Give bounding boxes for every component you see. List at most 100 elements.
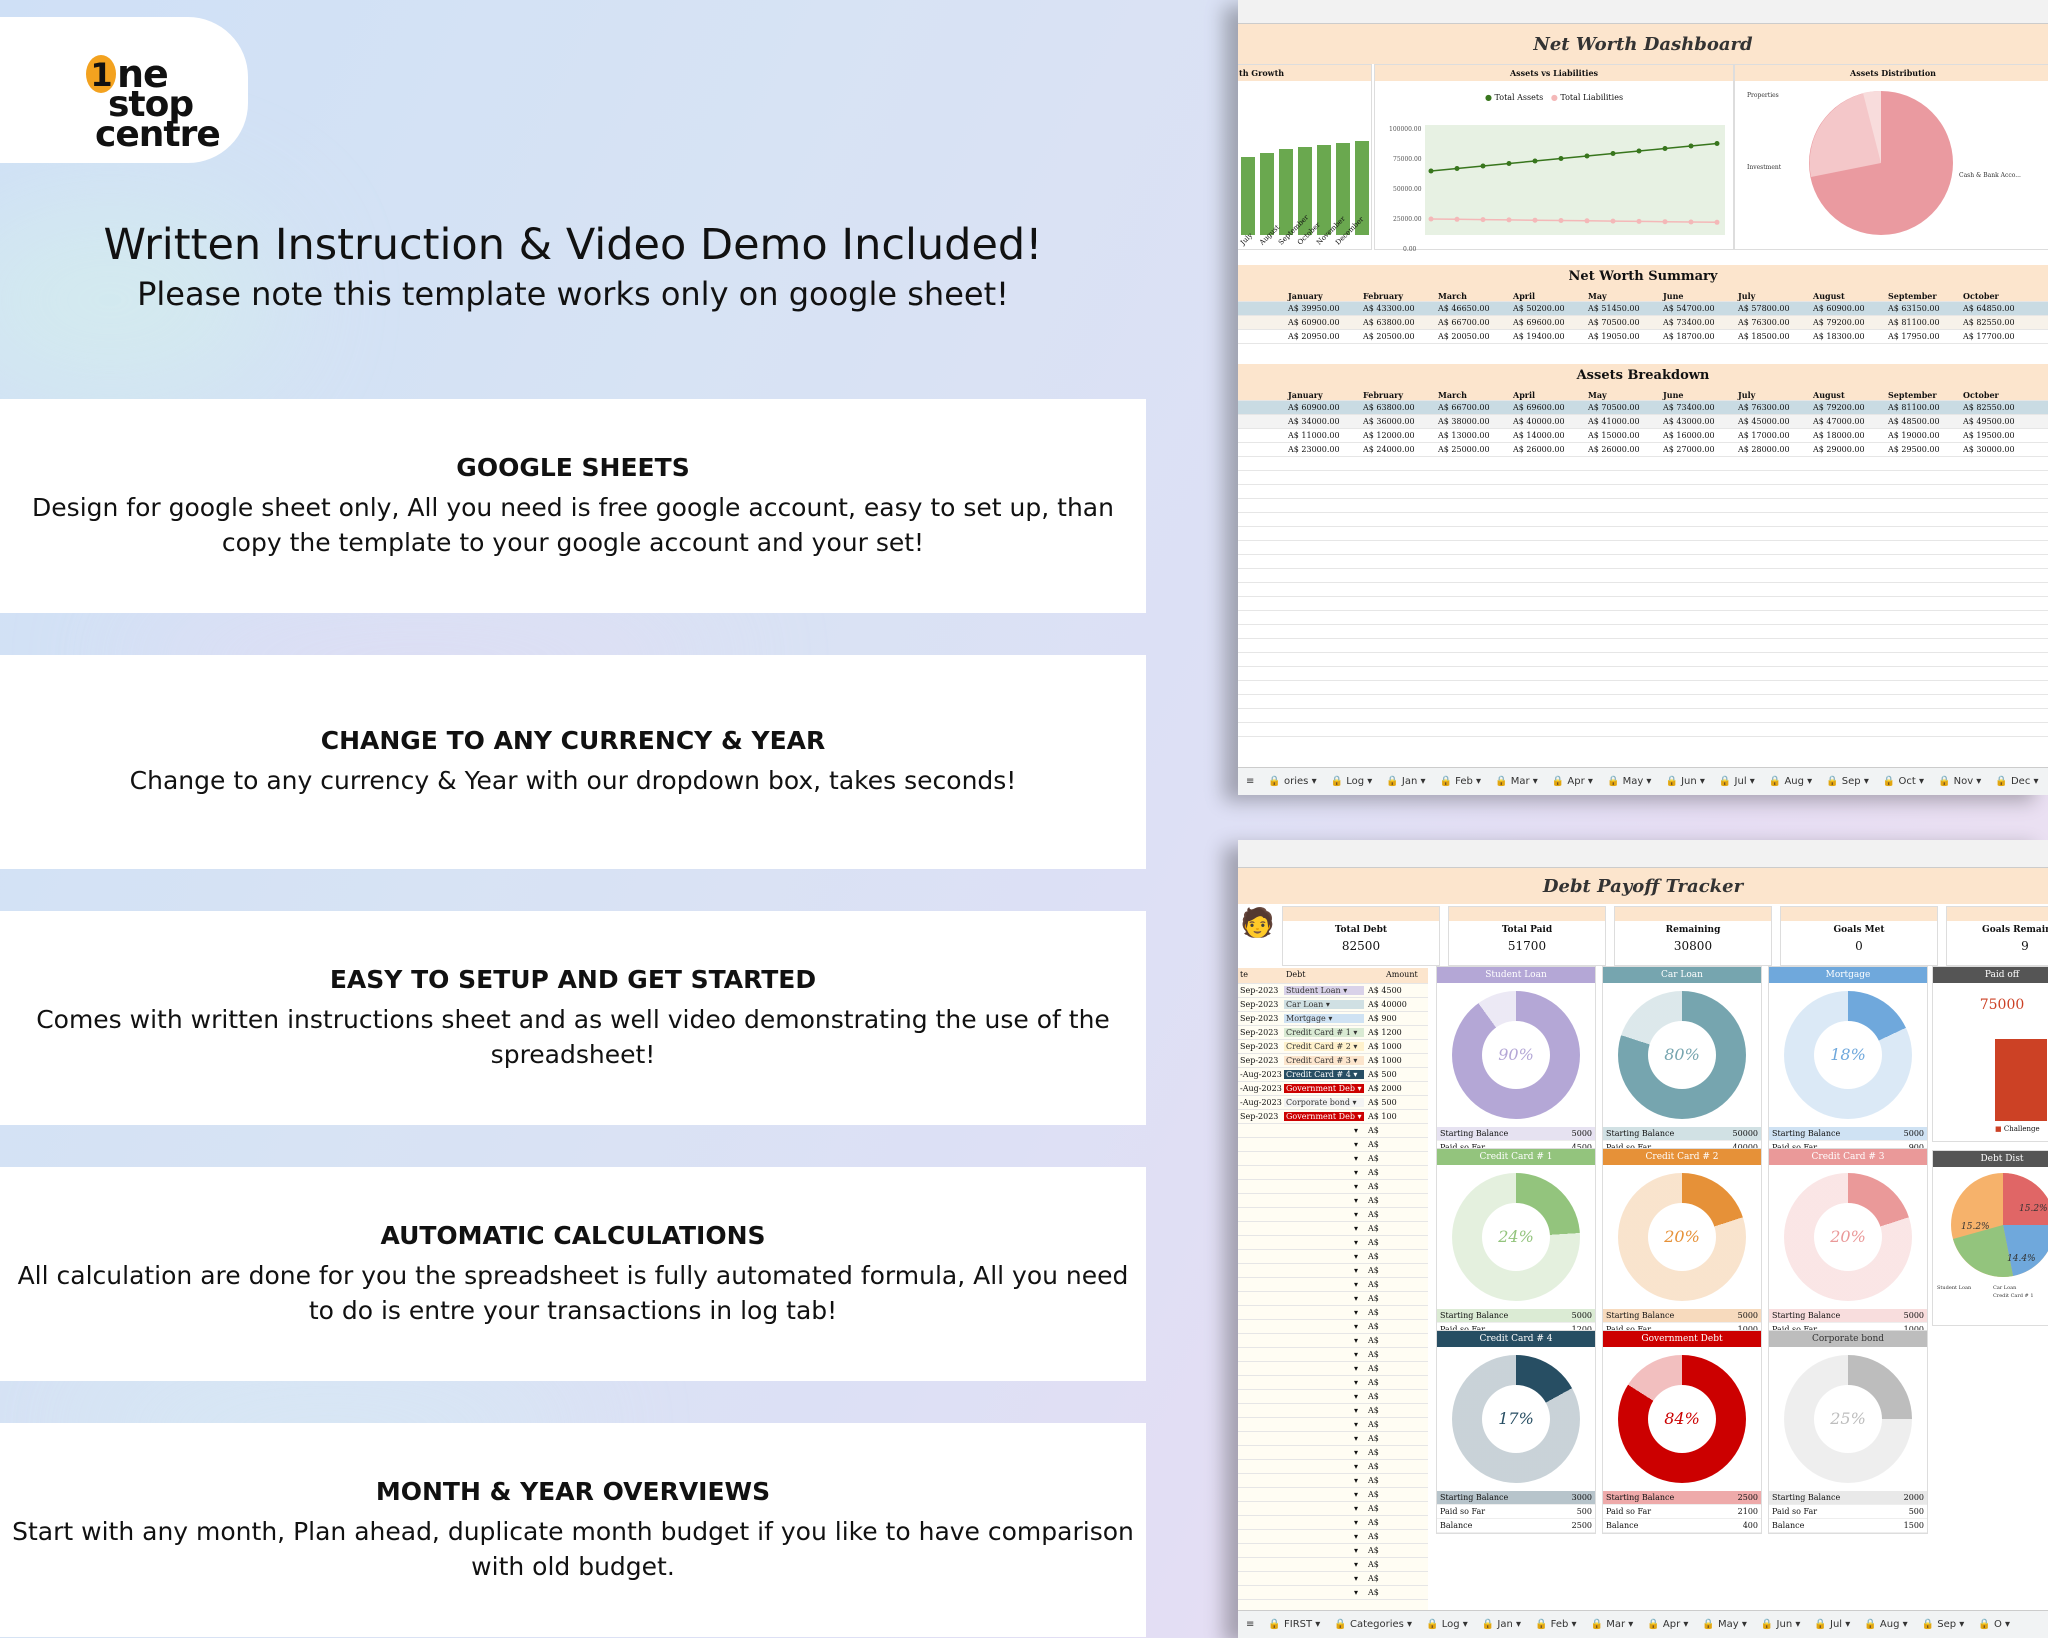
log-debt[interactable]: Credit Card # 3 ▾	[1284, 1056, 1364, 1065]
log-dropdown-icon[interactable]: ▾	[1354, 1574, 1359, 1583]
table-cell: A$ 28000.00	[1738, 445, 1790, 454]
sheet-tab[interactable]: 🔒 Jan ▾	[1386, 776, 1426, 787]
log-dropdown-icon[interactable]: ▾	[1354, 1420, 1359, 1429]
log-dropdown-icon[interactable]: ▾	[1354, 1224, 1359, 1233]
sheet-tab[interactable]: 🔒 May ▾	[1702, 1619, 1747, 1630]
log-dropdown-icon[interactable]: ▾	[1354, 1308, 1359, 1317]
debt-card-title[interactable]: Credit Card # 4	[1437, 1331, 1595, 1347]
log-dropdown-icon[interactable]: ▾	[1354, 1182, 1359, 1191]
sheets-menu-icon[interactable]: ≡	[1246, 1619, 1255, 1630]
log-dropdown-icon[interactable]: ▾	[1354, 1210, 1359, 1219]
headline: Written Instruction & Video Demo Include…	[103, 220, 1043, 270]
log-dropdown-icon[interactable]: ▾	[1354, 1518, 1359, 1527]
sheet-tab[interactable]: 🔒 Apr ▾	[1647, 1619, 1689, 1630]
log-dropdown-icon[interactable]: ▾	[1354, 1406, 1359, 1415]
log-dropdown-icon[interactable]: ▾	[1354, 1490, 1359, 1499]
log-dropdown-icon[interactable]: ▾	[1354, 1448, 1359, 1457]
challenge-label: Challenge	[2003, 1125, 2040, 1133]
sheet-tab[interactable]: 🔒 Log ▾	[1330, 776, 1373, 787]
sheet-tab[interactable]: 🔒 Mar ▾	[1495, 776, 1538, 787]
sheet-tab[interactable]: 🔒 Jul ▾	[1718, 776, 1755, 787]
sheet-tab[interactable]: 🔒 O ▾	[1978, 1619, 2011, 1630]
log-dropdown-icon[interactable]: ▾	[1354, 1462, 1359, 1471]
table-cell: A$ 76300.00	[1738, 403, 1790, 412]
empty-row	[1238, 639, 2048, 653]
log-dropdown-icon[interactable]: ▾	[1354, 1280, 1359, 1289]
sheet-tab[interactable]: 🔒 Dec ▾	[1995, 776, 2039, 787]
debt-card-title[interactable]: Corporate bond	[1769, 1331, 1927, 1347]
debt-card-title[interactable]: Credit Card # 1	[1437, 1149, 1595, 1165]
log-debt[interactable]: Car Loan ▾	[1284, 1000, 1364, 1009]
log-debt[interactable]: Government Deb ▾	[1284, 1084, 1364, 1093]
sheet-tab[interactable]: 🔒 Sep ▾	[1826, 776, 1869, 787]
debt-card-title[interactable]: Credit Card # 2	[1603, 1149, 1761, 1165]
log-dropdown-icon[interactable]: ▾	[1354, 1238, 1359, 1247]
log-debt[interactable]: Student Loan ▾	[1284, 986, 1364, 995]
debt-card-title[interactable]: Student Loan	[1437, 967, 1595, 983]
sheet-tab[interactable]: 🔒 Sep ▾	[1921, 1619, 1965, 1630]
log-dropdown-icon[interactable]: ▾	[1354, 1364, 1359, 1373]
sheet-tab[interactable]: 🔒 Feb ▾	[1535, 1619, 1577, 1630]
log-dropdown-icon[interactable]: ▾	[1354, 1546, 1359, 1555]
sheets-menu-icon[interactable]: ≡	[1246, 776, 1255, 787]
table-cell: A$ 47000.00	[1813, 417, 1865, 426]
sheet-tab[interactable]: 🔒 Nov ▾	[1937, 776, 1982, 787]
log-debt[interactable]: Government Deb ▾	[1284, 1112, 1364, 1121]
log-debt[interactable]: Corporate bond ▾	[1284, 1098, 1364, 1107]
log-amount: A$	[1368, 1518, 1379, 1527]
log-dropdown-icon[interactable]: ▾	[1354, 1350, 1359, 1359]
sheet-tab[interactable]: 🔒 ories ▾	[1268, 776, 1317, 787]
sheet-tab[interactable]: 🔒 Mar ▾	[1590, 1619, 1634, 1630]
pie-label-cash: Cash & Bank Acco...	[1959, 172, 2021, 179]
debt-card-title[interactable]: Credit Card # 3	[1769, 1149, 1927, 1165]
debt-card-title[interactable]: Government Debt	[1603, 1331, 1761, 1347]
log-dropdown-icon[interactable]: ▾	[1354, 1434, 1359, 1443]
log-debt[interactable]: Mortgage ▾	[1284, 1014, 1364, 1023]
log-debt[interactable]: Credit Card # 1 ▾	[1284, 1028, 1364, 1037]
log-dropdown-icon[interactable]: ▾	[1354, 1294, 1359, 1303]
log-amount: A$	[1368, 1392, 1379, 1401]
log-dropdown-icon[interactable]: ▾	[1354, 1504, 1359, 1513]
log-dropdown-icon[interactable]: ▾	[1354, 1532, 1359, 1541]
svg-text:25000.00: 25000.00	[1393, 216, 1422, 223]
log-dropdown-icon[interactable]: ▾	[1354, 1154, 1359, 1163]
log-dropdown-icon[interactable]: ▾	[1354, 1476, 1359, 1485]
log-dropdown-icon[interactable]: ▾	[1354, 1126, 1359, 1135]
log-row: ▾ A$	[1238, 1586, 1428, 1600]
debt-card-title[interactable]: Mortgage	[1769, 967, 1927, 983]
sheet-tab[interactable]: 🔒 Jul ▾	[1814, 1619, 1851, 1630]
sheet-tab[interactable]: 🔒 Aug ▾	[1768, 776, 1813, 787]
table-cell: A$ 60900.00	[1288, 318, 1340, 327]
log-dropdown-icon[interactable]: ▾	[1354, 1322, 1359, 1331]
sheet-tab[interactable]: 🔒 Aug ▾	[1864, 1619, 1908, 1630]
sheet-tab[interactable]: 🔒 Apr ▾	[1551, 776, 1593, 787]
log-date: -Aug-2023	[1240, 1084, 1282, 1093]
debt-card-title[interactable]: Car Loan	[1603, 967, 1761, 983]
progress-percent: 17%	[1482, 1385, 1550, 1453]
log-dropdown-icon[interactable]: ▾	[1354, 1168, 1359, 1177]
log-dropdown-icon[interactable]: ▾	[1354, 1140, 1359, 1149]
sheet-tab[interactable]: 🔒 Log ▾	[1426, 1619, 1468, 1630]
table-cell: A$ 82550.00	[1963, 403, 2015, 412]
log-dropdown-icon[interactable]: ▾	[1354, 1588, 1359, 1597]
feature-text: Design for google sheet only, All you ne…	[32, 492, 1114, 557]
log-dropdown-icon[interactable]: ▾	[1354, 1252, 1359, 1261]
sheet-tab[interactable]: 🔒 Jan ▾	[1481, 1619, 1522, 1630]
sheet-tab[interactable]: 🔒 Oct ▾	[1882, 776, 1924, 787]
sheet-tab[interactable]: 🔒 FIRST ▾	[1268, 1619, 1321, 1630]
log-debt[interactable]: Credit Card # 2 ▾	[1284, 1042, 1364, 1051]
card-row-label: Paid so Far	[1772, 1507, 1818, 1516]
sheet-tab[interactable]: 🔒 May ▾	[1606, 776, 1652, 787]
assets-distribution-panel: Assets Distribution Properties Investmen…	[1734, 64, 2048, 250]
sheet-tab[interactable]: 🔒 Jun ▾	[1665, 776, 1705, 787]
sheet-tab[interactable]: 🔒 Jun ▾	[1760, 1619, 1801, 1630]
log-dropdown-icon[interactable]: ▾	[1354, 1392, 1359, 1401]
log-debt[interactable]: Credit Card # 4 ▾	[1284, 1070, 1364, 1079]
sheet-tab[interactable]: 🔒 Categories ▾	[1334, 1619, 1413, 1630]
log-dropdown-icon[interactable]: ▾	[1354, 1266, 1359, 1275]
log-dropdown-icon[interactable]: ▾	[1354, 1560, 1359, 1569]
log-dropdown-icon[interactable]: ▾	[1354, 1196, 1359, 1205]
log-dropdown-icon[interactable]: ▾	[1354, 1336, 1359, 1345]
log-dropdown-icon[interactable]: ▾	[1354, 1378, 1359, 1387]
sheet-tab[interactable]: 🔒 Feb ▾	[1439, 776, 1482, 787]
